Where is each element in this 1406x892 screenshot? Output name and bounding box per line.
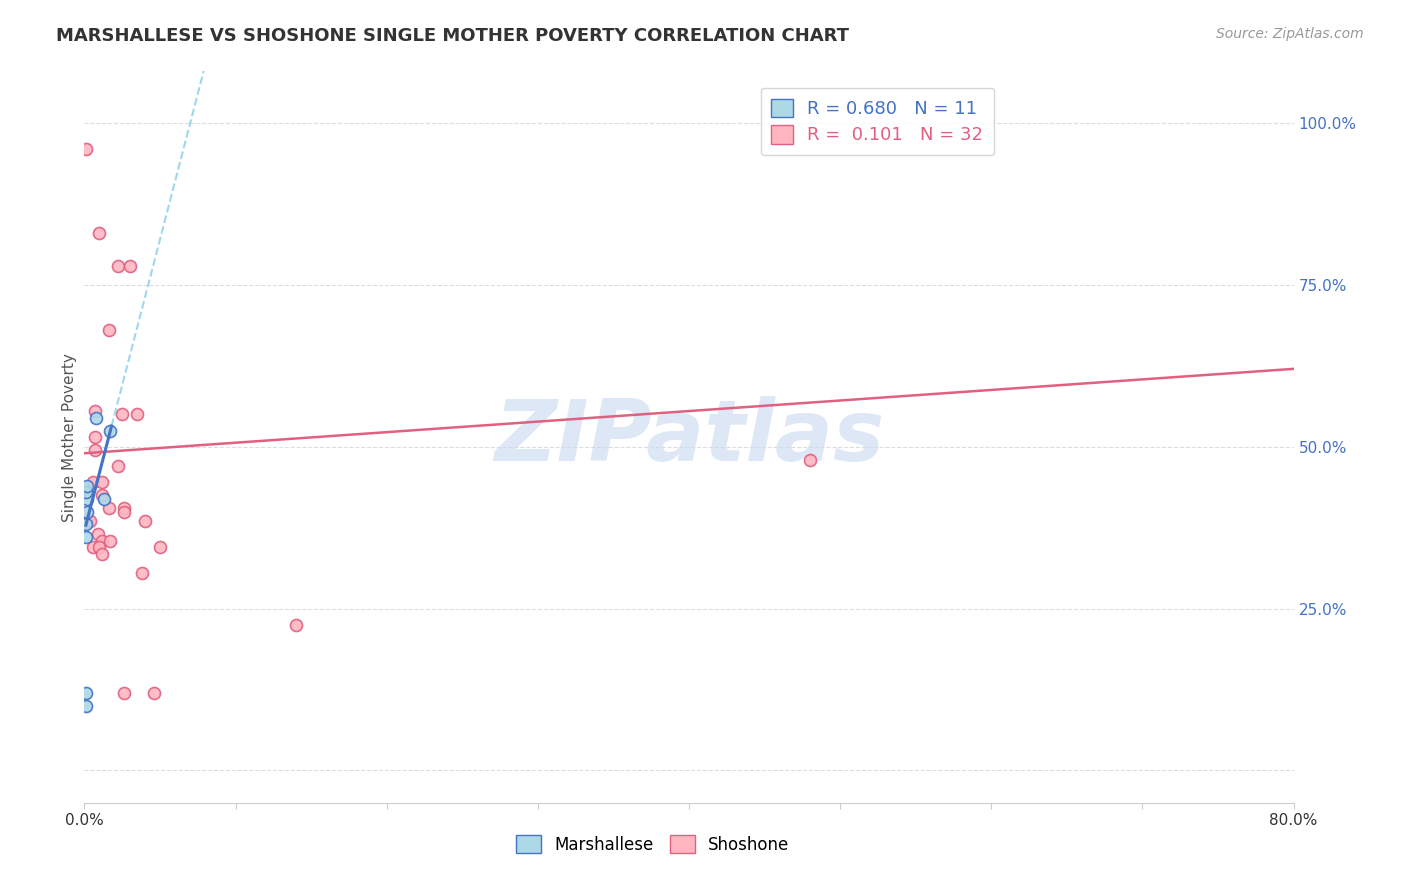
Point [98,424,121,438]
Point [91,533,114,548]
Point [799,452,821,467]
Point [75,686,97,700]
Point [75,485,97,500]
Point [76,478,98,492]
Point [97,323,120,337]
Y-axis label: Single Mother Poverty: Single Mother Poverty [62,352,77,522]
Point [112,504,135,518]
Point [131,566,153,580]
Point [142,686,165,700]
Point [79,514,101,528]
Point [76,491,98,506]
Point [75,530,97,544]
Point [107,459,129,474]
Point [112,686,135,700]
Point [75,517,97,532]
Point [111,408,134,422]
Point [97,501,120,516]
Point [82,475,104,490]
Point [107,259,129,273]
Point [82,540,104,554]
Point [89,540,111,554]
Point [91,547,114,561]
Point [149,540,172,554]
Point [91,488,114,502]
Legend: Marshallese, Shoshone: Marshallese, Shoshone [509,829,796,860]
Text: ZIPatlas: ZIPatlas [494,395,884,479]
Point [112,501,135,516]
Text: MARSHALLESE VS SHOSHONE SINGLE MOTHER POVERTY CORRELATION CHART: MARSHALLESE VS SHOSHONE SINGLE MOTHER PO… [56,27,849,45]
Text: Source: ZipAtlas.com: Source: ZipAtlas.com [1216,27,1364,41]
Point [127,408,149,422]
Point [87,527,110,541]
Point [75,698,97,713]
Point [75,514,97,528]
Point [93,491,115,506]
Point [75,142,97,156]
Point [285,617,308,632]
Point [98,533,121,548]
Point [89,226,111,240]
Point [91,475,114,490]
Point [118,259,141,273]
Point [84,410,107,425]
Point [134,514,156,528]
Point [84,443,107,458]
Point [76,504,98,518]
Point [84,430,107,444]
Point [84,404,107,418]
